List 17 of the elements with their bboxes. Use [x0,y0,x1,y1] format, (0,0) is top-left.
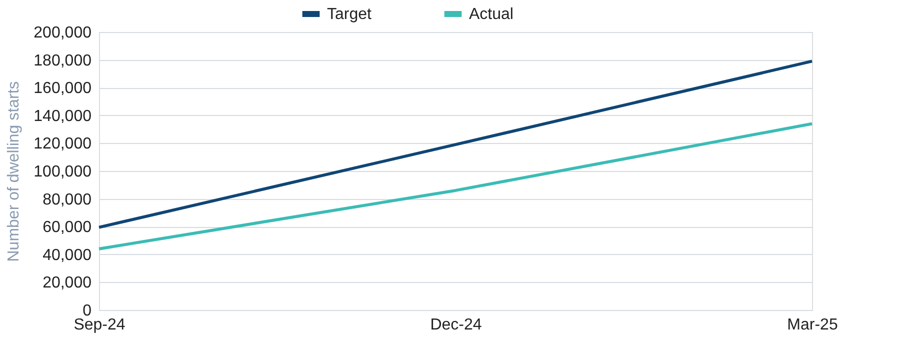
y-tick-label: 40,000 [42,246,92,264]
x-tick-label: Dec-24 [430,316,482,334]
y-tick-label: 160,000 [34,80,92,98]
y-tick-label: 140,000 [34,108,92,125]
legend-label: Target [327,6,372,23]
legend-label: Actual [469,6,514,23]
y-tick-label: 120,000 [34,136,92,153]
y-tick-label: 200,000 [34,24,92,42]
x-tick-label: Sep-24 [74,316,126,334]
y-tick-label: 180,000 [34,52,92,70]
x-tick-label: Mar-25 [787,316,838,334]
y-tick-label: 0 [82,302,92,320]
y-axis-title: Number of dwelling starts [6,81,23,262]
y-tick-label: 20,000 [42,274,92,292]
y-tick-label: 80,000 [42,191,92,208]
y-tick-label: 60,000 [42,219,92,236]
y-tick-label: 100,000 [34,164,92,180]
